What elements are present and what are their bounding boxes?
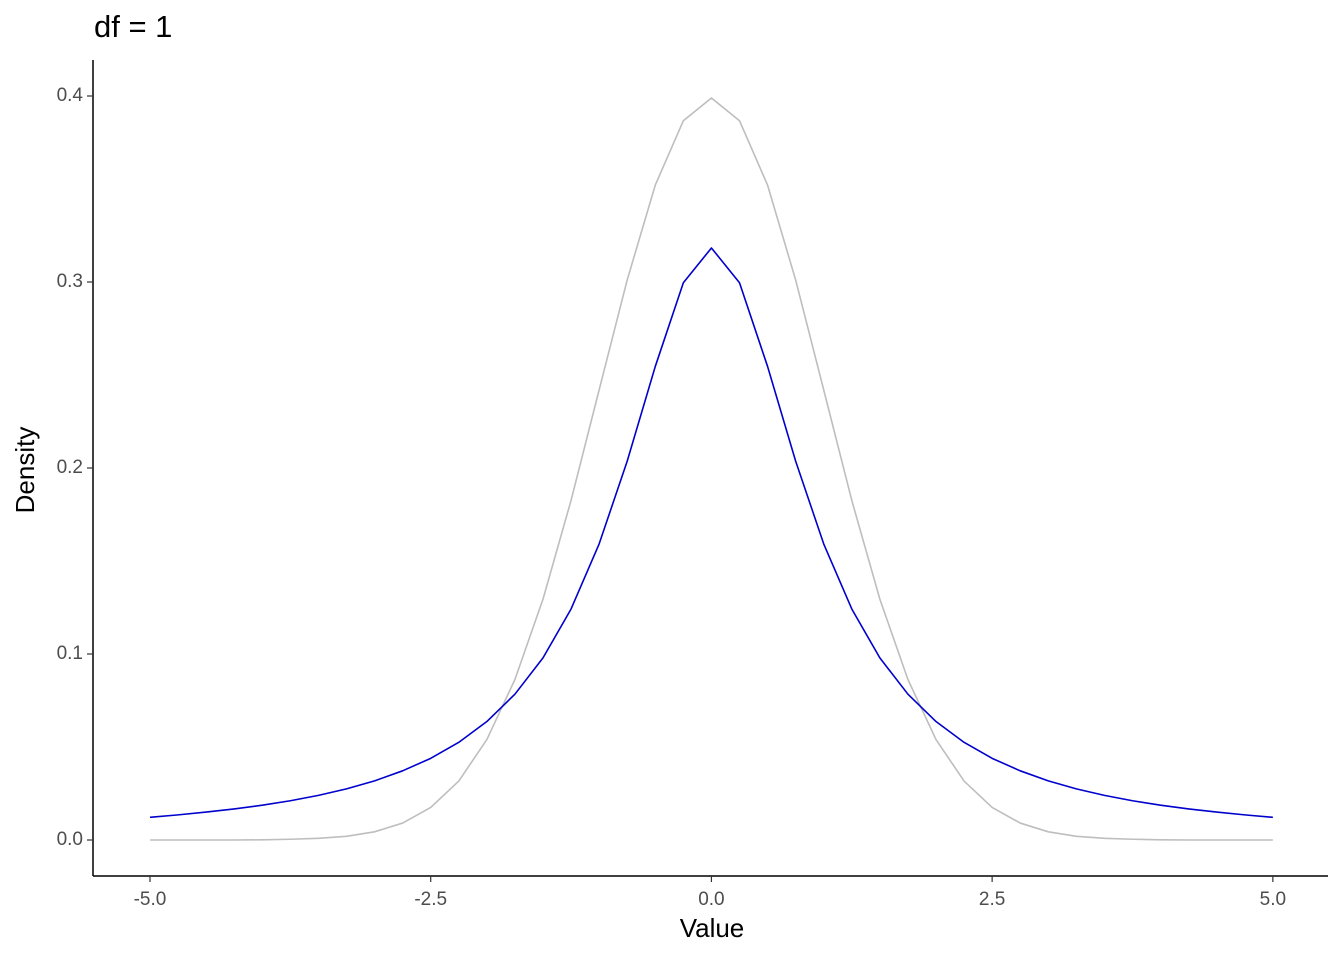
line-series: [149, 247, 1273, 819]
x-tick-label: 0.0: [698, 889, 724, 910]
x-tick-label: 2.5: [979, 889, 1005, 910]
y-axis-label: Density: [10, 427, 40, 514]
x-tick-label: -2.5: [414, 889, 447, 910]
y-tick-label: 0.2: [57, 457, 83, 478]
y-tick-label: 0.4: [57, 85, 84, 106]
line-series: [149, 97, 1273, 841]
y-tick-label: 0.0: [57, 829, 83, 850]
x-axis-label: Value: [680, 913, 745, 943]
x-tick-label: 5.0: [1260, 889, 1286, 910]
x-tick-label: -5.0: [134, 889, 167, 910]
y-tick-label: 0.1: [57, 643, 83, 664]
chart-title: df = 1: [94, 9, 172, 44]
y-tick-label: 0.3: [57, 271, 83, 292]
